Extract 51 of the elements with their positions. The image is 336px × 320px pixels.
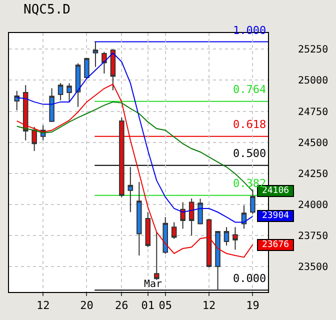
y-tick-label: 24750 [298, 106, 328, 118]
candlestick [232, 226, 238, 250]
data-label: 23676 [262, 240, 290, 250]
x-tick-label: 01 [141, 299, 155, 312]
candlestick [241, 204, 247, 230]
annotation: 0.764 [233, 83, 266, 96]
candlestick [198, 198, 203, 225]
candlestick [206, 218, 212, 268]
annotation: 0.000 [233, 272, 266, 285]
candlestick [250, 189, 256, 214]
y-tick-label: 24000 [298, 200, 328, 211]
x-tick-label: 19 [246, 299, 260, 312]
annotation: 0.500 [233, 147, 266, 160]
candlestick [162, 216, 168, 254]
candlestick [188, 198, 194, 236]
candlestick [75, 62, 81, 108]
candlestick [171, 222, 177, 240]
x-tick-label: 05 [158, 299, 172, 312]
annotation: 0.618 [233, 118, 266, 131]
candlestick [154, 232, 160, 280]
candlestick [180, 202, 186, 230]
y-tick-label: 23500 [298, 262, 328, 274]
candlestick [92, 41, 98, 68]
candlestick [102, 51, 107, 74]
candlestick [32, 126, 37, 152]
candlestick [110, 48, 116, 91]
x-tick-label: 20 [80, 299, 94, 312]
candlestick [224, 226, 230, 246]
x-tick-label: 26 [115, 299, 128, 312]
candlestick [49, 88, 54, 122]
y-tick-label: 25250 [298, 44, 328, 56]
candlestick [66, 82, 72, 103]
candlestick [128, 166, 134, 213]
y-tick-label: 24500 [298, 138, 328, 149]
candlestick [136, 182, 142, 256]
candlestick [14, 90, 20, 111]
annotation: Mar [144, 279, 162, 290]
candlestick [215, 231, 220, 290]
data-label: 23904 [262, 211, 290, 221]
y-tick-label: 25000 [298, 76, 328, 87]
candlestick [22, 84, 28, 141]
candlestick [58, 82, 64, 101]
x-tick-label: 12 [202, 299, 216, 312]
candlestick [119, 117, 124, 198]
x-tick-label: 12 [36, 299, 50, 312]
y-tick-label: 23750 [298, 230, 328, 242]
data-label: 24106 [262, 186, 290, 196]
y-tick-label: 24250 [298, 168, 328, 180]
candlestick [145, 212, 151, 248]
chart-title: NQC5.D [24, 2, 71, 18]
candlestick [84, 58, 90, 79]
